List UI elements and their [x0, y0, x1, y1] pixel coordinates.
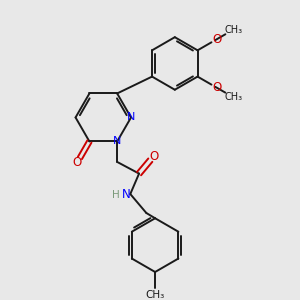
Text: N: N	[127, 112, 135, 122]
Text: O: O	[73, 156, 82, 169]
Text: CH₃: CH₃	[224, 25, 242, 34]
Text: N: N	[113, 136, 121, 146]
Text: N: N	[122, 188, 130, 200]
Text: CH₃: CH₃	[224, 92, 242, 102]
Text: CH₃: CH₃	[146, 290, 165, 300]
Text: H: H	[112, 190, 120, 200]
Text: O: O	[212, 33, 222, 46]
Text: O: O	[212, 81, 222, 94]
Text: O: O	[149, 150, 158, 163]
